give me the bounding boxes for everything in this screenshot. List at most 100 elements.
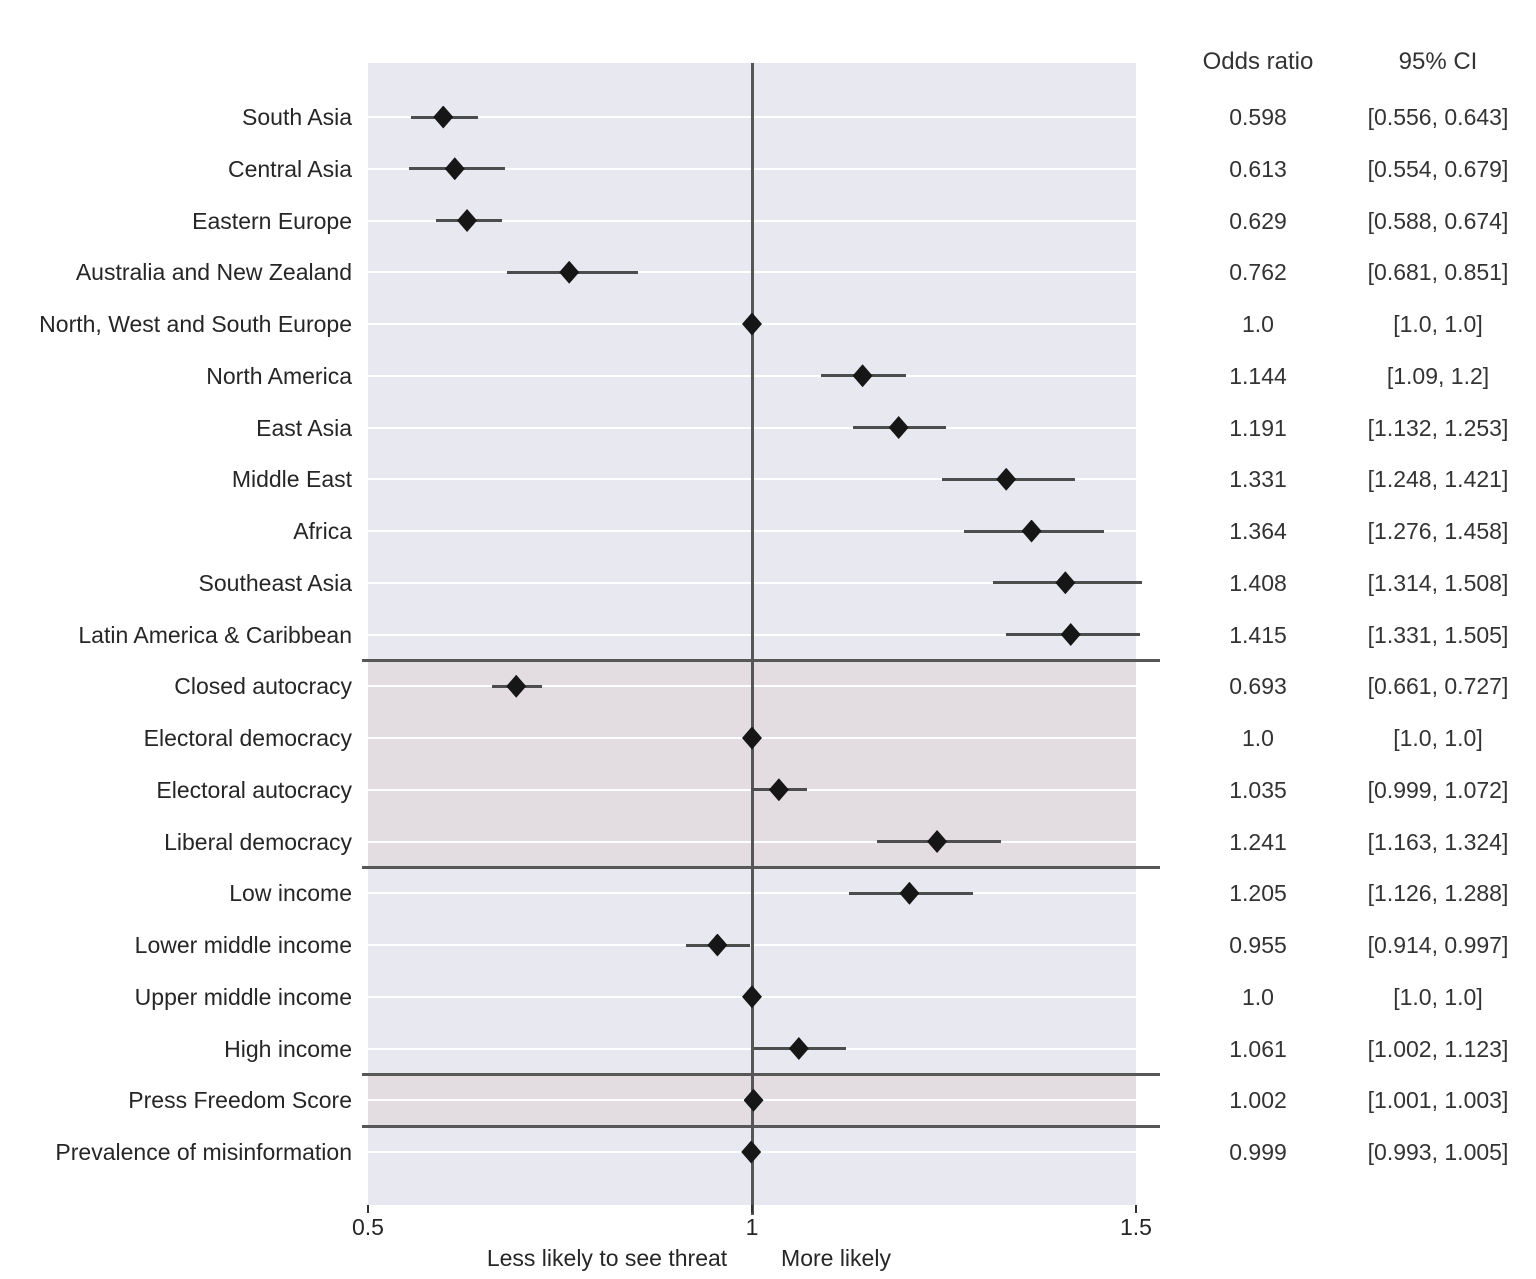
category-label: North America [206,362,352,389]
odds-ratio-value: 1.0 [1242,311,1274,337]
x-axis-caption-left: Less likely to see threat [486,1245,728,1271]
odds-ratio-value: 1.364 [1229,518,1287,544]
section-separator [362,1072,1160,1076]
category-label: South Asia [242,104,352,130]
category-label: Electoral democracy [143,725,352,751]
ci-value: [1.001, 1.003] [1367,1087,1509,1114]
x-tick [1135,1205,1137,1213]
or-diamond-marker [852,364,873,388]
or-diamond-marker [743,1088,764,1112]
category-label: Middle East [231,466,352,493]
category-label: Low income [229,880,352,907]
ci-value: [1.132, 1.253] [1367,414,1509,441]
ci-value: [1.314, 1.508] [1367,569,1509,596]
category-label: Eastern Europe [192,207,352,234]
odds-ratio-column-header: Odds ratio [1202,48,1314,75]
odds-ratio-value: 1.241 [1229,828,1287,855]
odds-ratio-value: 0.613 [1229,155,1287,182]
ci-value: [0.681, 0.851] [1367,259,1509,286]
odds-ratio-value: 1.331 [1229,466,1287,493]
odds-ratio-value: 1.415 [1229,621,1287,648]
or-diamond-marker [707,933,728,957]
or-diamond-marker [742,985,762,1009]
ci-value: [0.999, 1.072] [1367,776,1509,803]
x-tick-label: 1 [745,1214,759,1240]
ci-value: [1.0, 1.0] [1393,725,1483,751]
category-label: Closed autocracy [174,673,352,700]
category-label: Electoral autocracy [156,776,352,803]
or-diamond-marker [433,105,454,129]
ci-value: [1.331, 1.505] [1367,621,1509,648]
ci-value: [0.993, 1.005] [1367,1139,1509,1165]
ci-value: [1.0, 1.0] [1393,311,1483,337]
or-diamond-marker [506,674,527,698]
section-separator [362,1124,1160,1128]
or-diamond-marker [1055,571,1076,595]
section-separator [362,865,1160,869]
category-label: Liberal democracy [164,828,352,855]
x-tick [367,1205,369,1213]
ci-value: [1.002, 1.123] [1367,1035,1509,1062]
odds-ratio-value: 0.999 [1229,1139,1287,1165]
category-label: Africa [293,518,352,544]
plot-area [362,63,1160,1215]
odds-ratio-value: 0.629 [1229,207,1287,234]
odds-ratio-value: 1.191 [1229,414,1287,441]
category-label: Upper middle income [134,983,352,1010]
ci-value: [0.914, 0.997] [1367,932,1509,958]
or-diamond-marker [927,830,948,853]
odds-ratio-value: 1.0 [1242,725,1274,751]
x-tick [751,1205,753,1213]
odds-ratio-value: 1.408 [1229,569,1287,596]
category-label: Press Freedom Score [128,1087,352,1114]
odds-ratio-value: 1.0 [1242,983,1274,1010]
category-label: Central Asia [227,155,352,182]
category-label: Australia and New Zealand [75,259,352,286]
odds-ratio-value: 1.144 [1229,362,1287,389]
reference-line [750,63,754,1215]
or-diamond-marker [888,416,909,439]
category-label: Southeast Asia [198,569,352,596]
x-tick-label: 1.5 [1120,1214,1152,1240]
category-label: East Asia [256,414,352,441]
or-diamond-marker [996,467,1017,491]
or-diamond-marker [768,778,789,802]
ci-column-header: 95% CI [1398,48,1478,75]
ci-value: [1.09, 1.2] [1386,362,1490,389]
odds-ratio-value: 1.205 [1229,880,1287,907]
or-diamond-marker [742,726,762,750]
or-diamond-marker [788,1037,809,1060]
category-label: Latin America & Caribbean [78,621,352,648]
or-diamond-marker [1060,623,1081,646]
or-diamond-marker [559,260,580,284]
or-diamond-marker [742,312,762,336]
category-label: Lower middle income [134,932,352,958]
or-diamond-marker [444,157,465,181]
ci-value: [1.276, 1.458] [1367,518,1509,544]
ci-value: [0.554, 0.679] [1367,155,1509,182]
category-label: North, West and South Europe [39,311,352,337]
or-diamond-marker [1021,519,1042,543]
ci-value: [1.126, 1.288] [1367,880,1509,907]
odds-ratio-value: 1.035 [1229,776,1287,803]
category-label: Prevalence of misinformation [55,1139,352,1165]
category-label: High income [224,1035,352,1062]
or-diamond-marker [457,209,478,232]
x-tick-label: 0.5 [352,1214,384,1240]
ci-value: [0.661, 0.727] [1367,673,1509,700]
x-axis-caption-right: More likely [781,1245,891,1271]
section-separator [362,658,1160,662]
odds-ratio-value: 1.061 [1229,1035,1287,1062]
odds-ratio-value: 0.762 [1229,259,1287,286]
ci-value: [0.588, 0.674] [1367,207,1509,234]
or-diamond-marker [899,881,920,905]
ci-value: [1.163, 1.324] [1367,828,1509,855]
odds-ratio-value: 1.002 [1229,1087,1287,1114]
odds-ratio-value: 0.693 [1229,673,1287,700]
odds-ratio-value: 0.955 [1229,932,1287,958]
ci-value: [1.0, 1.0] [1393,983,1483,1010]
ci-value: [1.248, 1.421] [1367,466,1509,493]
or-diamond-marker [741,1140,762,1164]
odds-ratio-value: 0.598 [1229,104,1287,130]
ci-value: [0.556, 0.643] [1367,104,1509,130]
